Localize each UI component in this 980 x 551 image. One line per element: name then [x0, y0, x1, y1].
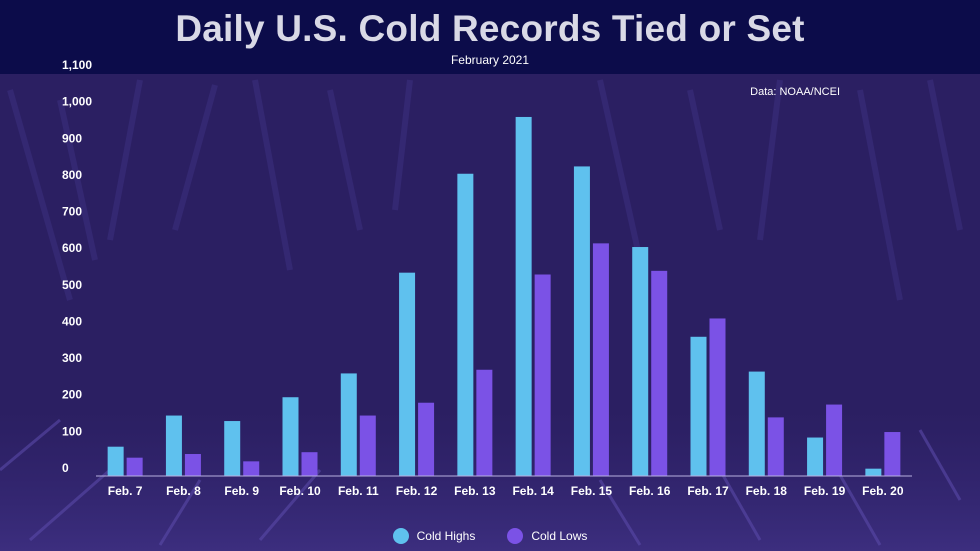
legend: Cold Highs Cold Lows — [0, 528, 980, 544]
bars — [107, 116, 901, 477]
y-tick-label: 500 — [62, 278, 82, 292]
y-tick-label: 700 — [62, 205, 82, 219]
bar-cold-highs — [165, 415, 182, 476]
legend-label-cold-lows: Cold Lows — [531, 529, 588, 543]
x-tick-label: Feb. 8 — [166, 484, 201, 498]
x-tick-label: Feb. 16 — [629, 484, 671, 498]
bar-cold-lows — [301, 452, 318, 476]
legend-swatch-cold-lows — [507, 528, 524, 544]
y-tick-label: 900 — [62, 131, 82, 145]
x-tick-label: Feb. 15 — [571, 484, 613, 498]
x-tick-label: Feb. 20 — [862, 484, 904, 498]
y-tick-label: 400 — [62, 314, 82, 328]
y-tick-label: 800 — [62, 168, 82, 182]
x-tick-label: Feb. 17 — [687, 484, 729, 498]
y-tick-label: 0 — [62, 461, 69, 475]
x-tick-label: Feb. 14 — [512, 484, 554, 498]
bar-cold-highs — [107, 446, 124, 476]
bar-cold-lows — [534, 274, 551, 476]
x-tick-label: Feb. 10 — [279, 484, 321, 498]
bar-cold-highs — [515, 116, 532, 477]
x-tick-label: Feb. 12 — [396, 484, 438, 498]
bar-cold-lows — [126, 457, 143, 476]
bar-cold-lows — [243, 461, 260, 476]
x-tick-label: Feb. 18 — [746, 484, 788, 498]
bar-cold-highs — [282, 397, 299, 476]
legend-label-cold-highs: Cold Highs — [416, 529, 476, 543]
title-bar — [0, 0, 980, 74]
x-axis: Feb. 7 Feb. 8 Feb. 9 Feb. 10 Feb. 11 Feb. 12 F… — [108, 484, 904, 498]
chart-subtitle: February 2021 — [450, 53, 530, 67]
y-tick-label: 100 — [62, 424, 82, 438]
legend-item-cold-highs: Cold Highs — [392, 528, 476, 544]
bar-cold-highs — [690, 336, 707, 476]
x-tick-label: Feb. 9 — [224, 484, 259, 498]
bar-cold-lows — [418, 402, 435, 476]
bar-cold-lows — [767, 417, 784, 476]
bar-cold-highs — [224, 421, 241, 476]
x-tick-label: Feb. 7 — [108, 484, 143, 498]
bar-cold-lows — [359, 415, 376, 476]
legend-item-cold-lows: Cold Lows — [507, 528, 587, 544]
bar-cold-highs — [340, 373, 357, 476]
bar-cold-lows — [592, 243, 609, 476]
bar-cold-highs — [457, 173, 474, 476]
y-tick-label: 200 — [62, 388, 82, 402]
y-tick-label: 1,000 — [62, 95, 92, 109]
y-tick-label: 1,100 — [62, 58, 92, 72]
bar-cold-lows — [476, 369, 493, 476]
bar-cold-lows — [651, 270, 668, 476]
bar-cold-highs — [865, 468, 882, 476]
bar-cold-lows — [884, 432, 901, 476]
x-tick-label: Feb. 19 — [804, 484, 846, 498]
x-tick-label: Feb. 13 — [454, 484, 496, 498]
bar-cold-lows — [826, 404, 843, 476]
y-tick-label: 600 — [62, 241, 82, 255]
bar-cold-highs — [748, 371, 765, 476]
bar-cold-highs — [632, 247, 649, 476]
source-note: Data: NOAA/NCEI — [750, 86, 840, 98]
x-tick-label: Feb. 11 — [338, 484, 379, 498]
bar-cold-lows — [184, 454, 201, 476]
y-tick-label: 300 — [62, 351, 82, 365]
bar-cold-highs — [573, 166, 590, 476]
y-axis: 0 100 200 300 400 500 600 700 800 900 1,000 1,100 — [62, 58, 92, 475]
legend-swatch-cold-highs — [392, 528, 409, 544]
chart-title: Daily U.S. Cold Records Tied or Set — [175, 8, 805, 49]
bar-cold-lows — [709, 318, 726, 476]
bar-cold-highs — [399, 272, 416, 476]
bar-cold-highs — [807, 437, 824, 476]
